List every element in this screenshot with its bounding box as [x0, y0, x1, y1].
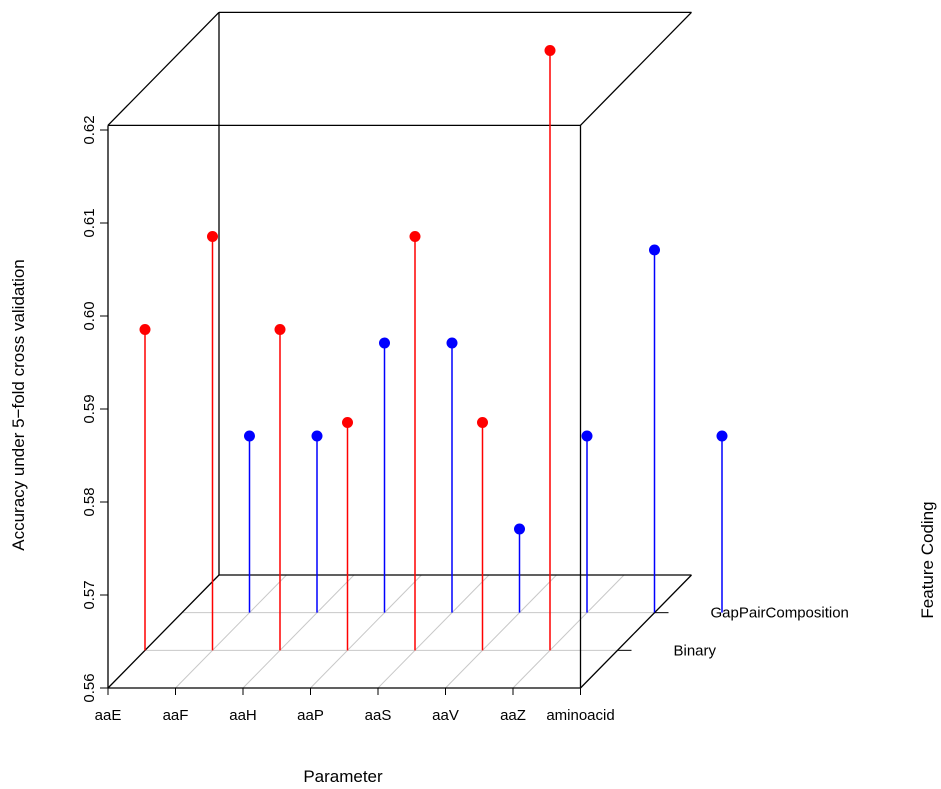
- data-point: [477, 416, 488, 428]
- y-tick-label: 0.56: [81, 673, 98, 702]
- depth-axis: Binary GapPairComposition: [617, 605, 849, 659]
- data-points: [139, 44, 728, 535]
- y-axis: 0.56 0.57 0.58 0.59 0.60 0.61 0.62: [81, 115, 108, 703]
- x-tick-label: aminoacid: [546, 707, 614, 724]
- x-tick-label: aaZ: [500, 707, 526, 724]
- y-tick-label: 0.62: [81, 115, 98, 144]
- floor-grid-line: [310, 574, 422, 689]
- data-point: [544, 44, 556, 56]
- floor-grid-line: [242, 574, 355, 689]
- box-edge: [107, 11, 220, 126]
- floor-grid: [145, 574, 655, 689]
- depth-tick-label: Binary: [674, 642, 717, 659]
- floor-grid-line: [175, 574, 287, 689]
- data-point: [274, 323, 286, 335]
- x-tick-label: aaS: [365, 707, 392, 724]
- data-point: [446, 337, 458, 349]
- data-point: [409, 230, 421, 242]
- x-tick-label: aaE: [95, 707, 122, 724]
- y-tick-label: 0.57: [81, 580, 98, 609]
- data-point: [342, 416, 353, 428]
- x-axis-title: Parameter: [303, 767, 383, 786]
- data-point: [244, 430, 255, 442]
- data-point: [139, 323, 151, 335]
- x-tick-label: aaP: [297, 707, 324, 724]
- x-tick-label: aaV: [432, 707, 459, 724]
- data-point: [311, 430, 323, 442]
- bounding-box: [107, 11, 692, 689]
- y-tick-label: 0.60: [81, 301, 98, 330]
- x-tick-label: aaF: [163, 707, 189, 724]
- depth-tick-label: GapPairComposition: [711, 605, 849, 622]
- floor-grid-line: [377, 574, 490, 689]
- x-axis: aaE aaF aaH aaP aaS aaV aaZ aminoacid: [95, 688, 615, 724]
- floor-grid-line: [512, 574, 625, 689]
- y-tick-label: 0.58: [81, 487, 98, 516]
- floor-grid-line: [445, 574, 557, 689]
- data-point: [649, 244, 660, 256]
- box-edge: [580, 11, 692, 126]
- depth-axis-title: Feature Coding: [918, 501, 937, 618]
- data-point: [379, 337, 390, 349]
- data-point: [514, 523, 525, 535]
- data-point: [581, 430, 593, 442]
- data-point: [716, 430, 728, 442]
- stems: [144, 50, 723, 651]
- y-tick-label: 0.61: [81, 208, 98, 237]
- y-axis-title: Accuracy under 5−fold cross validation: [9, 259, 28, 551]
- box-edge: [580, 574, 692, 689]
- data-point: [207, 230, 218, 242]
- x-tick-label: aaH: [229, 707, 257, 724]
- box-edge: [107, 574, 220, 689]
- y-tick-label: 0.59: [81, 394, 98, 423]
